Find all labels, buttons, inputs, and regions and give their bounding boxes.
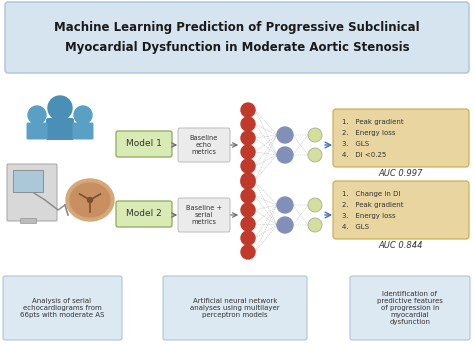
Circle shape	[308, 148, 322, 162]
Text: Baseline +
serial
metrics: Baseline + serial metrics	[186, 205, 222, 225]
FancyBboxPatch shape	[3, 276, 122, 340]
Text: 4.   GLS: 4. GLS	[342, 224, 369, 230]
Circle shape	[28, 106, 46, 124]
Text: 3.   GLS: 3. GLS	[342, 141, 369, 147]
Text: 4.   DI <0.25: 4. DI <0.25	[342, 152, 386, 158]
Circle shape	[241, 189, 255, 203]
Circle shape	[241, 245, 255, 259]
FancyBboxPatch shape	[7, 164, 57, 221]
FancyBboxPatch shape	[46, 118, 74, 140]
Text: Artificial neural network
analyses using multilayer
perceptron models: Artificial neural network analyses using…	[190, 298, 280, 318]
Circle shape	[48, 96, 72, 120]
Ellipse shape	[66, 179, 114, 221]
Text: Model 1: Model 1	[126, 139, 162, 148]
Text: 3.   Energy loss: 3. Energy loss	[342, 213, 396, 219]
Circle shape	[241, 217, 255, 231]
Text: Baseline
echo
metrics: Baseline echo metrics	[190, 135, 218, 155]
FancyBboxPatch shape	[73, 122, 93, 139]
Circle shape	[241, 173, 255, 187]
FancyBboxPatch shape	[163, 276, 307, 340]
Circle shape	[241, 117, 255, 131]
Circle shape	[241, 131, 255, 145]
Circle shape	[241, 231, 255, 245]
Text: Identification of
predictive features
of progression in
myocardial
dysfunction: Identification of predictive features of…	[377, 291, 443, 325]
Circle shape	[277, 127, 293, 143]
Text: AUC 0.844: AUC 0.844	[379, 241, 423, 250]
Circle shape	[88, 197, 92, 203]
Ellipse shape	[70, 183, 110, 217]
FancyBboxPatch shape	[20, 218, 36, 223]
Text: 2.   Energy loss: 2. Energy loss	[342, 130, 395, 136]
Text: 2.   Peak gradient: 2. Peak gradient	[342, 202, 403, 208]
Circle shape	[241, 103, 255, 117]
Text: Machine Learning Prediction of Progressive Subclinical: Machine Learning Prediction of Progressi…	[54, 20, 420, 33]
Text: AUC 0.997: AUC 0.997	[379, 169, 423, 178]
FancyBboxPatch shape	[116, 201, 172, 227]
FancyBboxPatch shape	[116, 131, 172, 157]
Circle shape	[74, 106, 92, 124]
Circle shape	[277, 197, 293, 213]
FancyBboxPatch shape	[27, 122, 47, 139]
Circle shape	[308, 198, 322, 212]
FancyBboxPatch shape	[5, 2, 469, 73]
Text: Model 2: Model 2	[126, 209, 162, 218]
Circle shape	[277, 147, 293, 163]
FancyBboxPatch shape	[350, 276, 470, 340]
Circle shape	[241, 145, 255, 159]
Circle shape	[308, 218, 322, 232]
Text: Myocardial Dysfunction in Moderate Aortic Stenosis: Myocardial Dysfunction in Moderate Aorti…	[64, 40, 410, 53]
FancyBboxPatch shape	[13, 170, 43, 192]
Circle shape	[277, 217, 293, 233]
FancyBboxPatch shape	[178, 198, 230, 232]
FancyBboxPatch shape	[333, 181, 469, 239]
Circle shape	[241, 203, 255, 217]
FancyBboxPatch shape	[333, 109, 469, 167]
Circle shape	[241, 175, 255, 189]
Circle shape	[241, 159, 255, 173]
FancyBboxPatch shape	[178, 128, 230, 162]
Text: 1.   Change in DI: 1. Change in DI	[342, 191, 401, 197]
Text: Analysis of serial
echocardiograms from
66pts with moderate AS: Analysis of serial echocardiograms from …	[20, 298, 104, 318]
Text: 1.   Peak gradient: 1. Peak gradient	[342, 119, 404, 125]
Circle shape	[308, 128, 322, 142]
